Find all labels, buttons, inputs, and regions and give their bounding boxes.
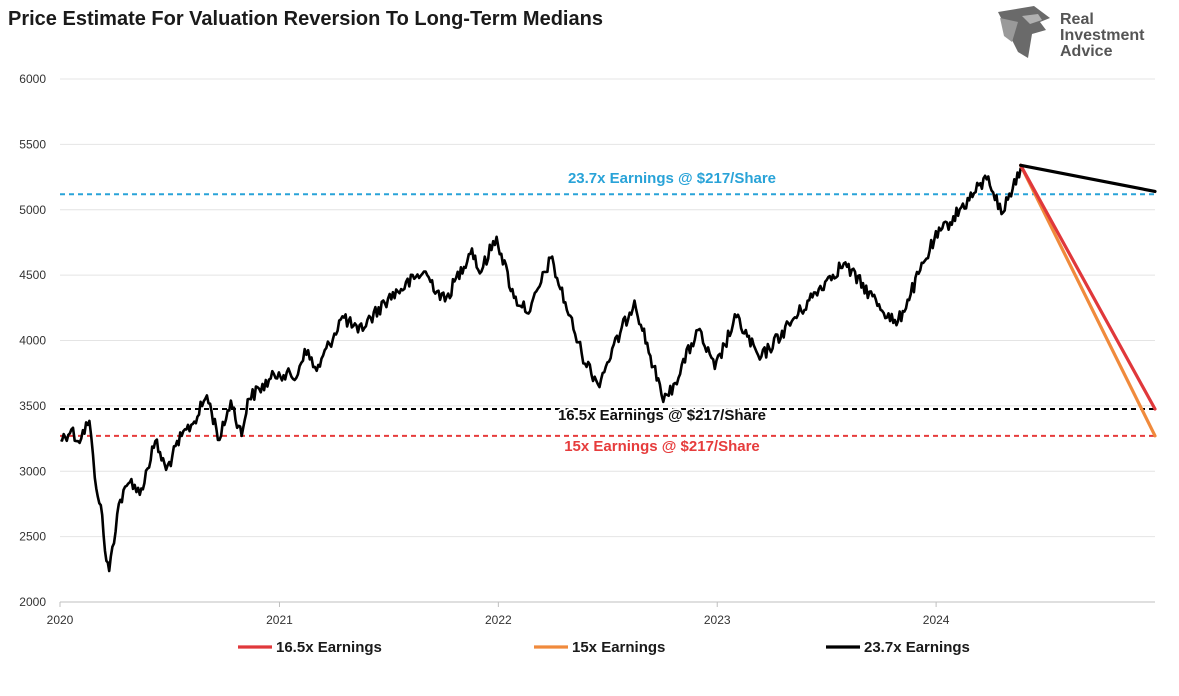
logo-text-line1: Real xyxy=(1060,11,1094,28)
y-tick-label: 4000 xyxy=(19,334,46,348)
legend: 16.5x Earnings 15x Earnings 23.7x Earnings xyxy=(238,639,970,656)
y-axis: 2000 2500 3000 3500 4000 4500 5000 5500 6000 xyxy=(19,72,46,609)
y-tick-label: 5500 xyxy=(19,137,46,151)
price-series xyxy=(60,167,1022,573)
legend-label: 15x Earnings xyxy=(572,639,665,656)
reference-line-label: 23.7x Earnings @ $217/Share xyxy=(568,170,776,187)
y-tick-label: 3500 xyxy=(19,399,46,413)
x-tick-label: 2023 xyxy=(704,613,731,627)
price-line xyxy=(60,167,1022,573)
reference-line-label: 15x Earnings @ $217/Share xyxy=(564,438,760,455)
eagle-logo-icon xyxy=(998,6,1050,58)
chart-title: Price Estimate For Valuation Reversion T… xyxy=(8,8,603,30)
logo-text-line3: Advice xyxy=(1060,43,1113,60)
projection-lines xyxy=(1019,163,1157,438)
logo: Real Investment Advice xyxy=(998,6,1145,60)
projection-line-23-7x xyxy=(1019,163,1157,194)
legend-label: 23.7x Earnings xyxy=(864,639,970,656)
x-tick-label: 2020 xyxy=(47,613,74,627)
reference-lines: 23.7x Earnings @ $217/Share 16.5x Earning… xyxy=(60,168,1155,457)
logo-text-line2: Investment xyxy=(1060,27,1145,44)
x-tick-label: 2022 xyxy=(485,613,512,627)
legend-label: 16.5x Earnings xyxy=(276,639,382,656)
y-tick-label: 2000 xyxy=(19,595,46,609)
y-tick-label: 4500 xyxy=(19,268,46,282)
y-tick-label: 6000 xyxy=(19,72,46,86)
x-tick-label: 2024 xyxy=(923,613,950,627)
reference-line-label: 16.5x Earnings @ $217/Share xyxy=(558,407,766,424)
projection-line-15x xyxy=(1019,163,1157,438)
y-tick-label: 2500 xyxy=(19,530,46,544)
grid xyxy=(60,78,1155,603)
x-tick-label: 2021 xyxy=(266,613,293,627)
y-tick-label: 3000 xyxy=(19,464,46,478)
x-axis: 2020 2021 2022 2023 2024 xyxy=(47,601,1155,627)
y-tick-label: 5000 xyxy=(19,203,46,217)
projection-line-16-5x xyxy=(1019,163,1157,411)
